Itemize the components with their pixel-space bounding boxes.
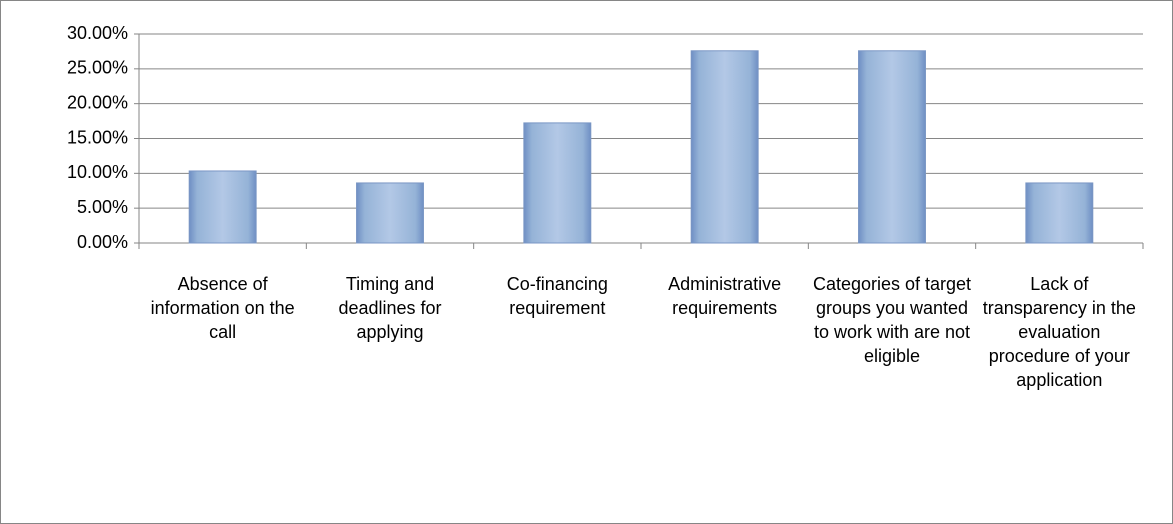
y-tick-label: 10.00% bbox=[67, 162, 128, 182]
bar bbox=[188, 170, 257, 244]
x-tick-label: Lack of transparency in the evaluation p… bbox=[982, 274, 1136, 390]
x-tick-label: Timing and deadlines for applying bbox=[338, 274, 442, 342]
bar bbox=[1025, 182, 1094, 244]
bar bbox=[858, 50, 926, 244]
x-tick-label: Co-financing requirement bbox=[506, 274, 608, 318]
bar bbox=[356, 182, 424, 244]
y-tick-label: 30.00% bbox=[67, 23, 128, 43]
x-tick-label: Administrative requirements bbox=[668, 274, 782, 318]
y-tick-label: 25.00% bbox=[67, 58, 128, 78]
bar bbox=[523, 122, 592, 244]
bar bbox=[690, 50, 759, 244]
y-tick-label: 0.00% bbox=[77, 232, 128, 252]
y-tick-label: 20.00% bbox=[67, 92, 128, 112]
y-tick-label: 15.00% bbox=[67, 127, 128, 147]
y-tick-label: 5.00% bbox=[77, 197, 128, 217]
x-tick-label: Categories of target groups you wanted t… bbox=[812, 274, 972, 366]
x-tick-label: Absence of information on the call bbox=[150, 274, 295, 342]
